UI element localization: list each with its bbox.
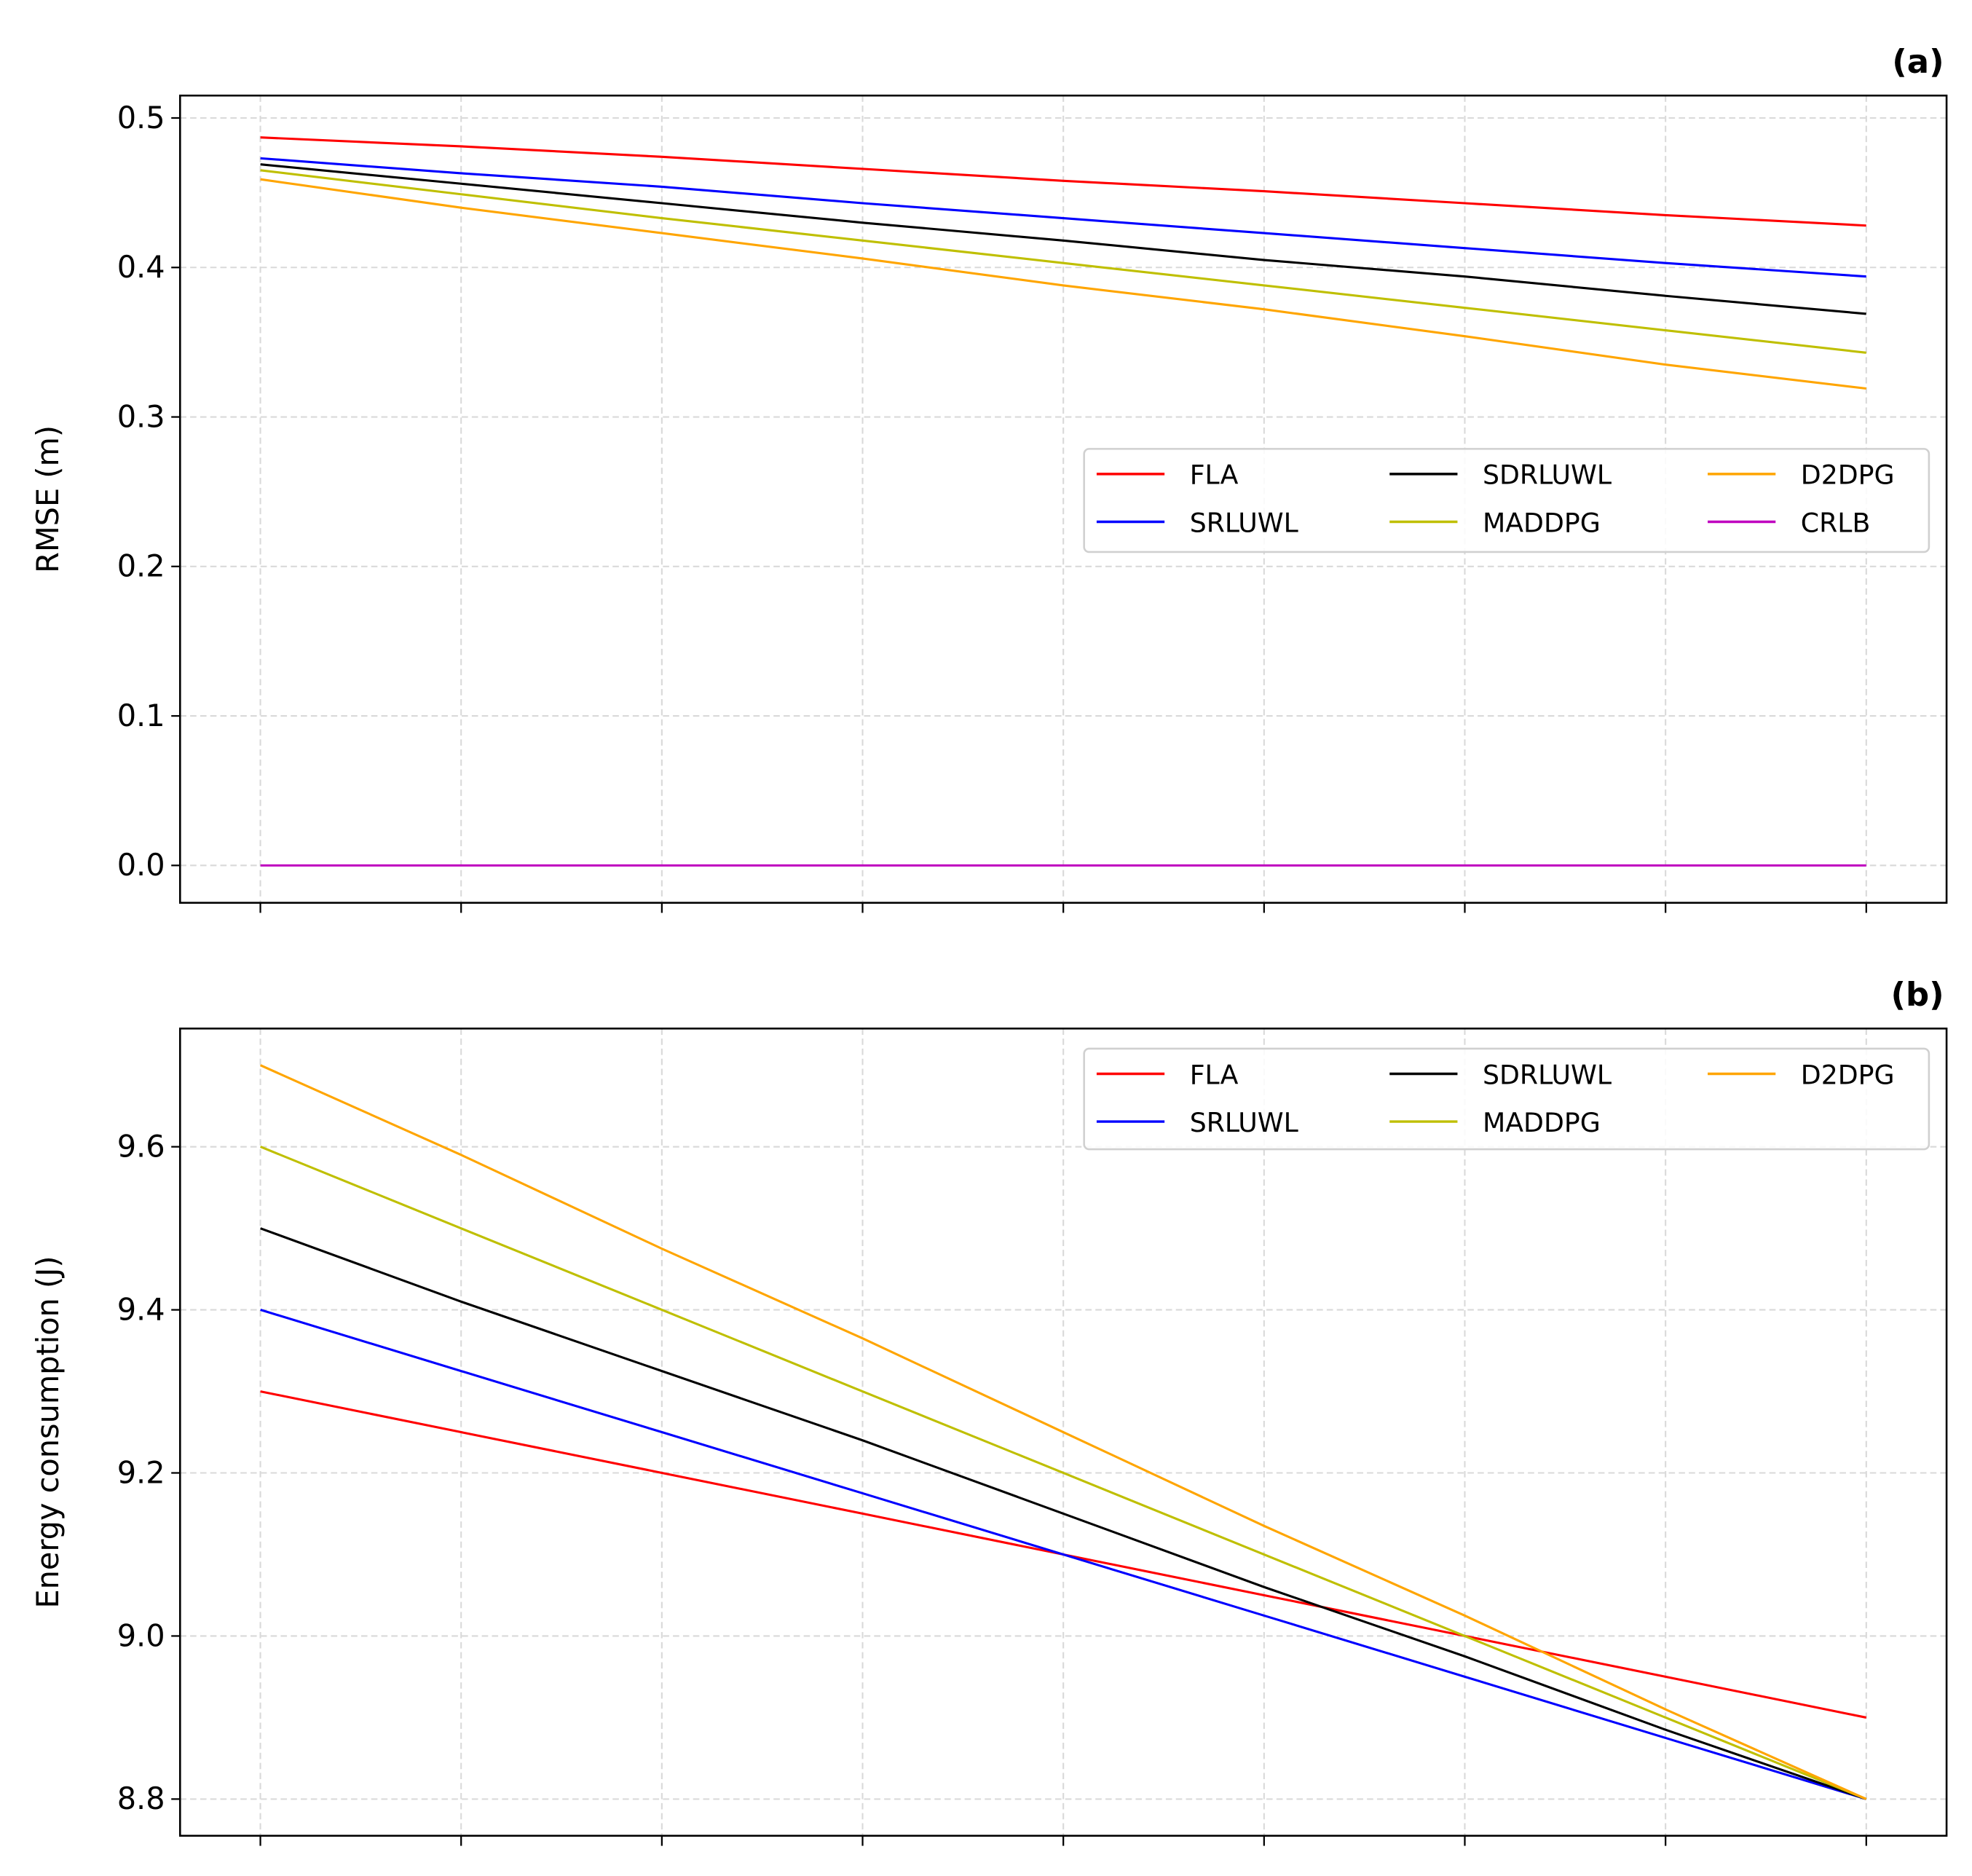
y-tick-label: 9.2 <box>117 1455 165 1490</box>
y-tick-label: 8.8 <box>117 1781 165 1816</box>
panel-label: (b) <box>1890 975 1944 1014</box>
legend-label: MADDPG <box>1483 1107 1601 1138</box>
series-line-srluwl <box>260 1309 1867 1800</box>
panel-label: (a) <box>1892 42 1944 81</box>
legend-label: SDRLUWL <box>1483 460 1612 491</box>
series-line-maddpg <box>260 1146 1867 1800</box>
legend-label: SRLUWL <box>1190 507 1298 538</box>
series-line-d2dpg <box>260 178 1866 390</box>
y-tick-label: 0.2 <box>117 549 165 584</box>
y-tick-label: 9.6 <box>117 1129 165 1164</box>
panel-a: 0.0 0.1 0.2 0.3 0.4 0.5 RMSE (m) (a) FLA SRLUWL SD… <box>31 42 1948 913</box>
y-axis-label: RMSE (m) <box>31 425 66 573</box>
legend-label: CRLB <box>1801 507 1871 538</box>
series-line-srluwl <box>260 157 1866 278</box>
y-tick-label: 0.3 <box>117 399 165 434</box>
series-line-fla <box>260 136 1866 227</box>
series-line-maddpg <box>260 169 1866 354</box>
legend-label: D2DPG <box>1801 460 1895 491</box>
series-line-sdrluwl <box>260 1227 1867 1800</box>
legend-label: FLA <box>1190 460 1239 491</box>
y-tick-label: 0.0 <box>117 848 165 883</box>
y-axis-label: Energy consumption (J) <box>31 1256 66 1608</box>
y-tick-label: 9.4 <box>117 1292 165 1327</box>
series-line-d2dpg <box>259 1064 1867 1800</box>
y-tick-label: 0.1 <box>117 698 165 733</box>
y-tick-label: 0.4 <box>117 250 165 285</box>
legend-label: SDRLUWL <box>1483 1059 1612 1090</box>
legend-label: D2DPG <box>1801 1059 1895 1090</box>
y-tick-label: 0.5 <box>117 100 165 135</box>
legend-label: FLA <box>1190 1059 1239 1090</box>
legend: FLA SRLUWL SDRLUWL MADDPG D2DPG <box>1083 1047 1930 1151</box>
legend-label: SRLUWL <box>1190 1107 1298 1138</box>
legend-label: MADDPG <box>1483 507 1601 538</box>
panel-b: 8.8 9.0 9.2 9.4 9.6 Energy consumption (J) (b)… <box>31 975 1948 1846</box>
legend: FLA SRLUWL SDRLUWL MADDPG D2DPG CRLB <box>1083 448 1930 553</box>
y-tick-label: 9.0 <box>117 1618 165 1653</box>
series-line-sdrluwl <box>260 163 1866 315</box>
